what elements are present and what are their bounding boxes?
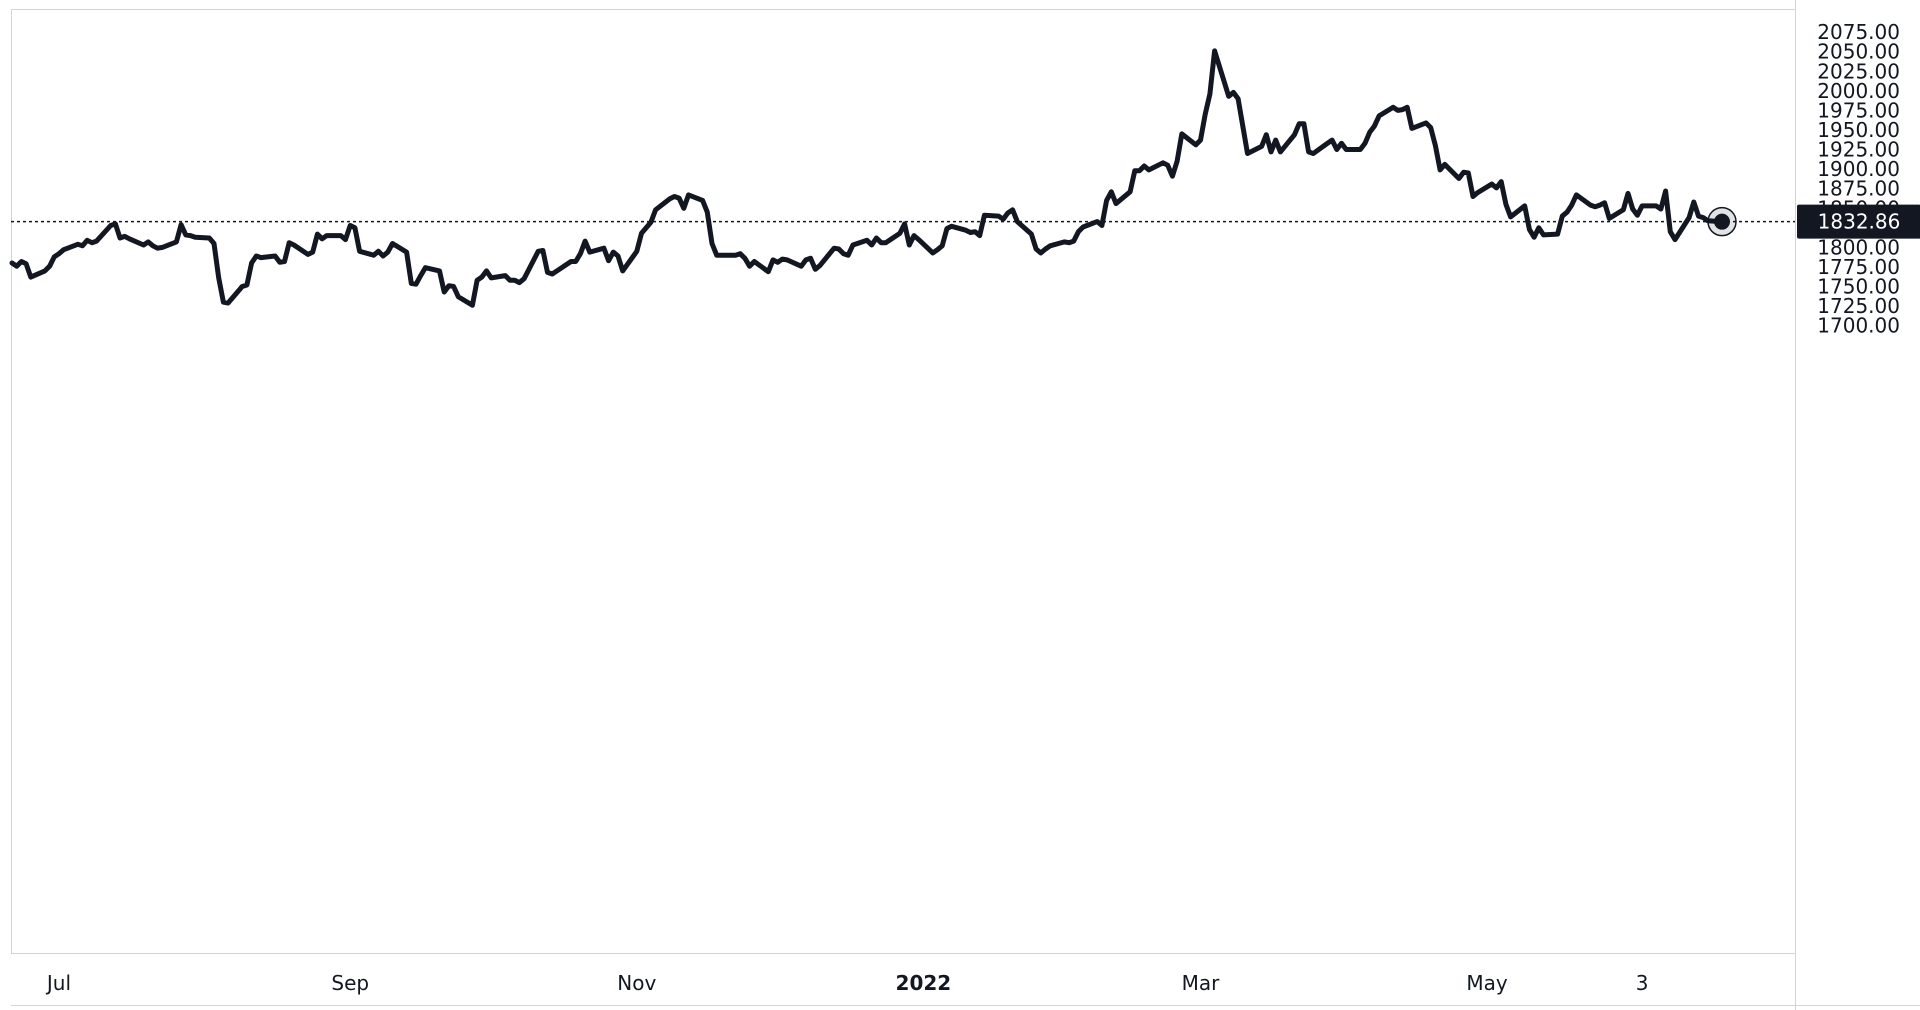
x-tick-label: Nov <box>617 971 656 995</box>
y-tick-label: 1700.00 <box>1817 314 1900 338</box>
y-tick-label: 1725.00 <box>1817 294 1900 318</box>
x-tick-label: Sep <box>331 971 369 995</box>
y-tick-label: 2000.00 <box>1817 79 1900 103</box>
y-tick-label: 2050.00 <box>1817 40 1900 64</box>
series-layer <box>9 48 1725 308</box>
y-tick-label: 2075.00 <box>1817 20 1900 44</box>
x-tick-label: May <box>1466 971 1508 995</box>
price-axis[interactable]: 2075.002050.002025.002000.001975.001950.… <box>1817 20 1900 338</box>
last-point-dot <box>1714 213 1730 230</box>
y-tick-label: 2025.00 <box>1817 59 1900 83</box>
price-series-line <box>9 48 1725 308</box>
y-tick-label: 1875.00 <box>1817 177 1900 201</box>
last-price-tag: 1832.86 <box>1797 204 1920 239</box>
y-tick-label: 1900.00 <box>1817 157 1900 181</box>
y-tick-label: 1925.00 <box>1817 138 1900 162</box>
y-tick-label: 1975.00 <box>1817 98 1900 122</box>
y-tick-label: 1800.00 <box>1817 235 1900 259</box>
plot-border <box>11 9 1796 954</box>
x-tick-label: Jul <box>45 971 71 995</box>
y-tick-label: 1750.00 <box>1817 275 1900 299</box>
last-price-tag-bg <box>1797 204 1920 239</box>
y-tick-label: 1950.00 <box>1817 118 1900 142</box>
y-tick-label: 1775.00 <box>1817 255 1900 279</box>
last-price-label: 1832.86 <box>1818 210 1901 234</box>
x-tick-label: 2022 <box>896 971 952 995</box>
x-tick-label: Mar <box>1182 971 1221 995</box>
last-point-marker[interactable] <box>1707 206 1737 237</box>
time-axis[interactable]: Jul Sep Nov 2022 Mar May 3 <box>45 971 1649 995</box>
x-tick-label: 3 <box>1636 971 1649 995</box>
